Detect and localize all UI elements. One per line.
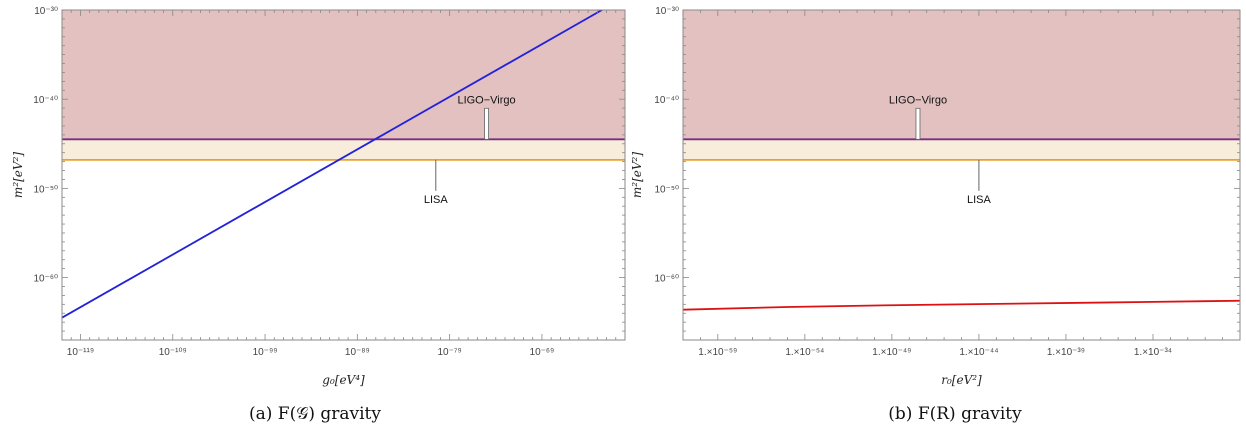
- x-tick-label: 1.×10⁻⁵⁴: [785, 347, 824, 358]
- ligo-virgo-label: LIGO−Virgo: [457, 94, 515, 106]
- y-axis-label: m²[eV²]: [11, 152, 25, 198]
- y-tick-label: 10⁻⁴⁰: [654, 95, 679, 106]
- panel-b: LIGO−Virgo LISA 1.×10⁻⁵⁹ 1.×10⁻⁵⁴ 1.×10⁻⁴⁹ 1.…: [630, 6, 1241, 424]
- lisa-label: LISA: [424, 194, 449, 206]
- x-tick-label: 1.×10⁻³⁴: [1134, 347, 1172, 358]
- y-tick-label: 10⁻³⁰: [655, 6, 679, 17]
- x-tick-label: 1.×10⁻³⁹: [1047, 347, 1085, 358]
- y-tick-label: 10⁻³⁰: [34, 6, 58, 17]
- band-region-0: [62, 10, 625, 140]
- lisa-label: LISA: [967, 194, 992, 206]
- panel-a: LIGO−Virgo LISA 10⁻¹¹⁹ 10⁻¹⁰⁹ 10⁻⁹⁹ 10⁻⁸⁹ 10⁻⁷…: [11, 6, 626, 424]
- x-tick-label: 10⁻⁸⁹: [345, 347, 370, 358]
- y-tick-label: 10⁻⁵⁰: [33, 184, 58, 195]
- x-tick-label: 1.×10⁻⁴⁹: [872, 347, 911, 358]
- band-region-0: [683, 10, 1240, 140]
- ligo-virgo-label: LIGO−Virgo: [889, 94, 947, 106]
- series-line-0: [683, 299, 1240, 311]
- y-tick-label: 10⁻⁶⁰: [33, 274, 58, 285]
- y-tick-label: 10⁻⁴⁰: [33, 95, 58, 106]
- x-tick-label: 10⁻¹¹⁹: [67, 347, 94, 358]
- x-axis-label: g₀[eV⁴]: [322, 373, 365, 387]
- figure-caption: (a) F(𝒢) gravity: [249, 404, 381, 424]
- x-tick-label: 10⁻¹⁰⁹: [159, 347, 187, 358]
- x-tick-label: 10⁻⁶⁹: [530, 347, 555, 358]
- x-tick-label: 1.×10⁻⁴⁴: [959, 347, 998, 358]
- y-tick-label: 10⁻⁵⁰: [654, 184, 679, 195]
- figure-caption: (b) F(R) gravity: [888, 404, 1022, 424]
- y-tick-label: 10⁻⁶⁰: [654, 274, 679, 285]
- y-axis-label: m²[eV²]: [630, 152, 644, 198]
- x-tick-label: 10⁻⁹⁹: [253, 347, 278, 358]
- band-region-1: [62, 139, 625, 160]
- series-line-0: [62, 10, 603, 319]
- x-tick-label: 1.×10⁻⁵⁹: [698, 347, 737, 358]
- ligo-virgo-leader: [915, 107, 921, 140]
- ligo-virgo-leader: [484, 107, 489, 140]
- band-region-1: [683, 139, 1240, 160]
- x-axis-label: r₀[eV²]: [941, 373, 982, 387]
- plot-frame: [61, 9, 626, 341]
- x-tick-label: 10⁻⁷⁹: [437, 347, 461, 358]
